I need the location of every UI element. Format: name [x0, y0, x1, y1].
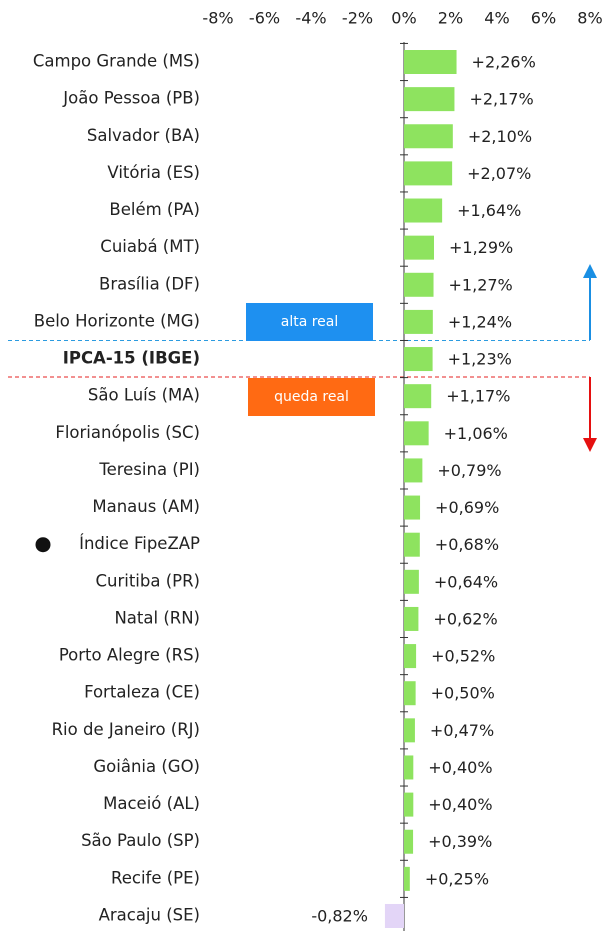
- bar: [404, 87, 455, 112]
- arrow-head: [583, 264, 597, 278]
- category-label: Florianópolis (SC): [55, 423, 200, 442]
- category-label: Manaus (AM): [92, 497, 200, 516]
- bar: [384, 903, 404, 928]
- bar: [404, 829, 414, 854]
- category-label: Porto Alegre (RS): [59, 646, 200, 665]
- x-tick-label: 8%: [577, 9, 602, 28]
- bar: [404, 50, 457, 74]
- annotation-box: [248, 378, 375, 416]
- category-label: São Luís (MA): [88, 386, 200, 405]
- bar: [404, 161, 453, 186]
- value-label: +1,24%: [448, 312, 512, 331]
- bar: [404, 644, 417, 669]
- bar: [404, 347, 433, 372]
- bar: [404, 124, 453, 149]
- bar: [404, 866, 410, 891]
- category-label: Fortaleza (CE): [84, 683, 200, 702]
- bar: [404, 755, 414, 780]
- value-label: +0,79%: [437, 461, 501, 480]
- x-tick-label: 4%: [484, 9, 509, 28]
- bar: [404, 309, 433, 334]
- x-tick-label: -6%: [249, 9, 280, 28]
- category-label: Brasília (DF): [99, 274, 200, 293]
- value-label: +0,62%: [433, 609, 497, 628]
- arrow-head: [583, 438, 597, 452]
- category-label: Índice FipeZAP: [79, 534, 200, 553]
- value-label: +0,40%: [428, 758, 492, 777]
- bar: [404, 792, 414, 817]
- value-label: +1,64%: [457, 201, 521, 220]
- value-label: +1,17%: [446, 387, 510, 406]
- bar: [404, 495, 421, 520]
- value-label: +2,10%: [468, 127, 532, 146]
- category-label: Rio de Janeiro (RJ): [52, 720, 200, 739]
- value-label: +1,23%: [448, 350, 512, 369]
- category-label: Natal (RN): [114, 608, 200, 627]
- value-label: +2,17%: [469, 90, 533, 109]
- value-label: +0,68%: [435, 535, 499, 554]
- value-label: +0,69%: [435, 498, 499, 517]
- x-tick-label: -2%: [342, 9, 373, 28]
- x-tick-label: 6%: [531, 9, 556, 28]
- value-label: +1,06%: [444, 424, 508, 443]
- bar: [404, 198, 443, 223]
- bar: [404, 421, 429, 446]
- value-label: +1,29%: [449, 238, 513, 257]
- bar: [404, 532, 420, 557]
- category-label: Aracaju (SE): [99, 905, 200, 924]
- category-label: São Paulo (SP): [81, 831, 200, 850]
- value-label: +0,50%: [431, 684, 495, 703]
- bar: [404, 681, 416, 706]
- category-label: Teresina (PI): [98, 460, 200, 479]
- annotation: queda real: [274, 389, 349, 405]
- category-label: Belo Horizonte (MG): [34, 311, 200, 330]
- value-label: +0,47%: [430, 721, 494, 740]
- value-label: +2,26%: [472, 53, 536, 72]
- bar: [404, 606, 419, 631]
- bar: [404, 384, 432, 409]
- bar: [404, 569, 419, 594]
- value-label: +0,40%: [428, 795, 492, 814]
- category-label: Cuiabá (MT): [100, 237, 200, 256]
- bar: [404, 718, 415, 743]
- category-label: Campo Grande (MS): [33, 52, 200, 71]
- category-label: Goiânia (GO): [93, 757, 200, 776]
- value-label: -0,82%: [311, 906, 368, 925]
- annotation-box: [246, 303, 373, 341]
- bar: [404, 235, 434, 260]
- category-label: IPCA-15 (IBGE): [63, 349, 200, 368]
- x-tick-label: -4%: [295, 9, 326, 28]
- category-label: Maceió (AL): [103, 794, 200, 813]
- legend-dot: [35, 537, 51, 553]
- category-label: Salvador (BA): [87, 126, 200, 145]
- category-label: Belém (PA): [109, 200, 200, 219]
- bar: [404, 458, 423, 483]
- x-tick-label: 0%: [391, 9, 416, 28]
- x-tick-label: 2%: [438, 9, 463, 28]
- value-label: +0,64%: [434, 572, 498, 591]
- value-label: +1,27%: [449, 275, 513, 294]
- category-label: João Pessoa (PB): [62, 89, 200, 108]
- category-label: Recife (PE): [111, 868, 200, 887]
- annotation: alta real: [281, 314, 339, 330]
- category-label: Vitória (ES): [107, 163, 200, 182]
- value-label: +0,25%: [425, 869, 489, 888]
- value-label: +2,07%: [467, 164, 531, 183]
- x-tick-label: -8%: [202, 9, 233, 28]
- bar: [404, 272, 434, 297]
- value-label: +0,52%: [431, 647, 495, 666]
- category-label: Curitiba (PR): [95, 571, 200, 590]
- value-label: +0,39%: [428, 832, 492, 851]
